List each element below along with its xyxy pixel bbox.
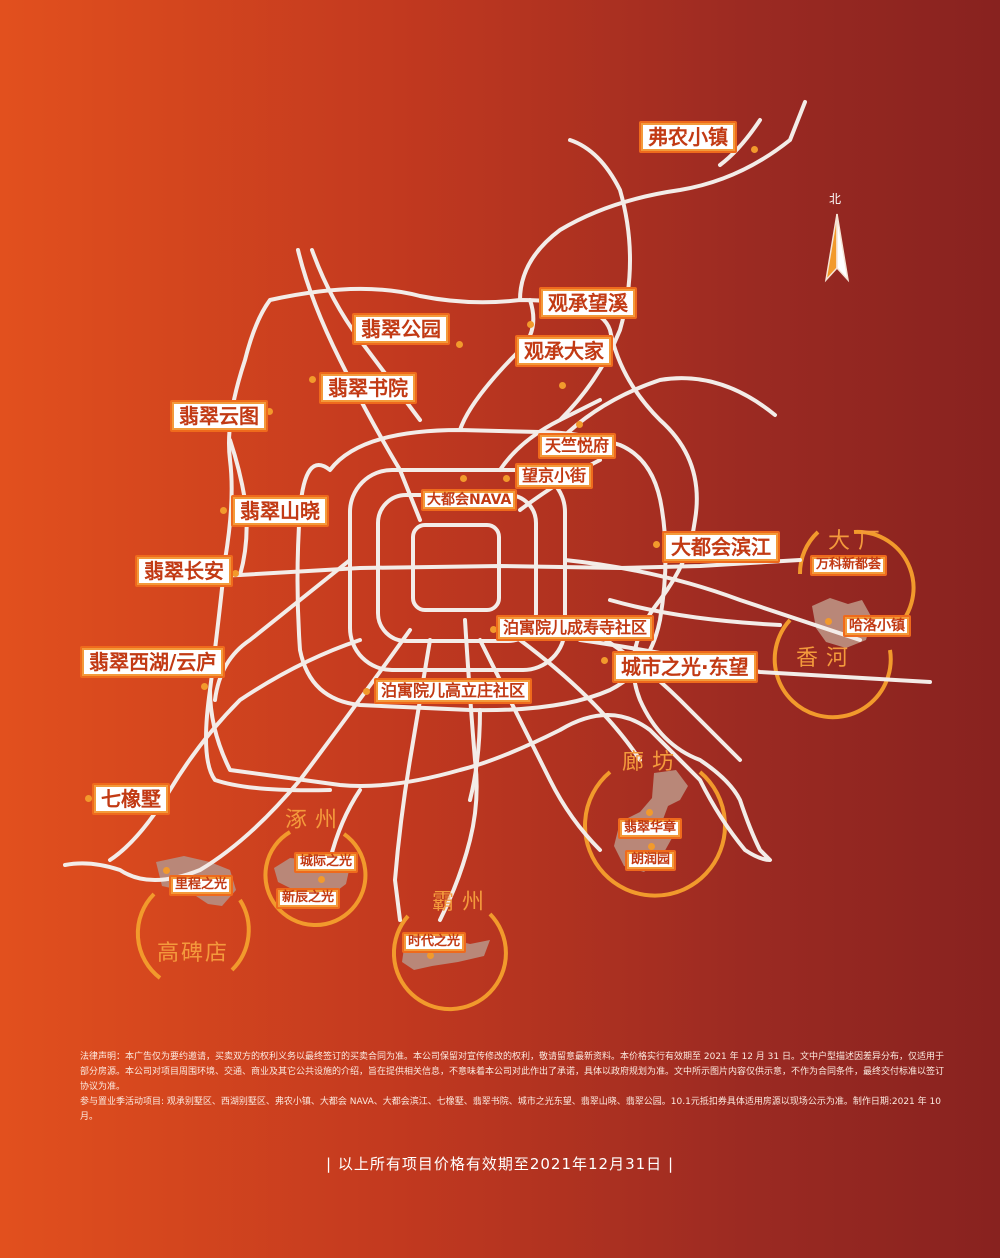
location-dot [490,626,497,633]
project-label-qixiangshu[interactable]: 七橡墅 [92,783,170,815]
location-dot [751,146,758,153]
project-label-langrun[interactable]: 朗润园 [625,850,677,871]
disclaimer-legal-text: 法律声明：本广告仅为要约邀请，买卖双方的权利义务以最终签订的买卖合同为准。本公司… [80,1052,945,1092]
location-dot [220,507,227,514]
region-zhuozhou: 涿州 [285,808,346,833]
southeast-2 [573,618,742,762]
disclaimer-activity-text: 参与置业季活动项目: 观承别墅区、西湖别墅区、弗农小镇、大都会 NAVA、大都会… [80,1097,941,1122]
beijing-map [63,100,932,1012]
location-dot [601,657,608,664]
south-tunnel [468,708,482,802]
project-label-haluo-xiaozhen[interactable]: 哈洛小镇 [843,615,911,638]
location-dot [559,382,566,389]
zhuozhou-ring [263,830,368,928]
project-label-feicui-shanxiao[interactable]: 翡翠山晓 [231,495,329,527]
location-dot [85,795,92,802]
project-label-funong[interactable]: 弗农小镇 [639,121,737,153]
dachang-ring-left [797,530,820,575]
location-dot [648,843,655,850]
airport-line [558,138,632,422]
east-highway-2 [608,598,782,627]
project-label-guancheng-wangxi[interactable]: 观承望溪 [539,287,637,319]
project-label-boyu-chengshousi[interactable]: 泊寓院儿成寿寺社区 [496,615,655,642]
project-label-guancheng-dajia[interactable]: 观承大家 [515,335,613,367]
project-label-chengji[interactable]: 城际之光 [294,852,359,873]
project-label-feicui-huazhang[interactable]: 翡翠华章 [618,818,683,839]
bazhou-ring [391,912,508,1012]
southwest-jinggang [63,628,412,882]
region-dachang: 大厂 [828,529,889,554]
langfang-ring [583,770,727,898]
region-gaobeidian: 高碑店 [157,941,230,966]
project-label-feicui-gongyuan[interactable]: 翡翠公园 [352,313,450,345]
north-label: 北 [829,192,842,206]
city-areas [156,598,872,970]
location-dot [363,688,370,695]
region-langfang: 廊坊 [622,750,683,775]
project-label-chengshi-dongwang[interactable]: 城市之光·东望 [612,651,758,683]
southwest-2 [108,638,362,862]
location-dot [266,408,273,415]
project-label-wanke-xindouhui[interactable]: 万科新都荟 [810,555,888,576]
project-label-feicui-shuyuan[interactable]: 翡翠书院 [319,372,417,404]
project-label-dadu-binjiang[interactable]: 大都会滨江 [662,531,780,563]
location-dot [318,876,325,883]
project-label-feicui-xihu[interactable]: 翡翠西湖/云庐 [80,646,226,678]
location-dot [460,475,467,482]
jingzang [296,248,422,522]
price-validity-footer: | 以上所有项目价格有效期至2021年12月31日 | [326,1155,674,1173]
project-label-nava[interactable]: 大都会NAVA [421,489,518,512]
region-rings [135,529,916,1012]
north-arrow-icon [824,213,850,283]
location-dot [503,475,510,482]
location-dot [646,809,653,816]
region-bazhou: 霸州 [432,890,493,915]
location-dot [427,952,434,959]
project-label-tianzhu-yuefu[interactable]: 天竺悦府 [538,433,617,460]
project-label-feicui-yuntu[interactable]: 翡翠云图 [170,400,268,432]
project-label-boyu-gaolizhuang[interactable]: 泊寓院儿高立庄社区 [374,678,533,705]
location-dot [456,341,463,348]
location-dot [201,683,208,690]
location-dot [653,541,660,548]
location-dot [232,570,239,577]
location-dot [163,867,170,874]
legal-disclaimer: 法律声明：本广告仅为要约邀请，买卖双方的权利义务以最终签订的买卖合同为准。本公司… [80,1050,950,1125]
gaobeidian-ring [135,892,251,980]
northeast-diag [498,398,602,472]
southeast-jingjin [518,638,642,762]
region-xianghe: 香河 [796,646,857,671]
project-label-shidai[interactable]: 时代之光 [402,932,467,953]
ring-road-6 [208,286,772,862]
location-dot [576,421,583,428]
project-label-wangjing-xiaojie[interactable]: 望京小街 [515,463,594,490]
location-dot [527,321,534,328]
location-dot [309,376,316,383]
airport-north [518,100,807,302]
location-dot [825,618,832,625]
project-label-xinchen[interactable]: 新辰之光 [276,888,341,909]
xianghe-ring [772,618,893,720]
project-label-licheng[interactable]: 里程之光 [169,875,234,896]
project-label-feicui-changan[interactable]: 翡翠长安 [135,555,233,587]
east-highway [563,558,862,642]
ring-road-6-west [204,688,332,793]
west-road [213,558,352,702]
east-north-road [558,376,777,442]
north-northeast [718,118,762,167]
